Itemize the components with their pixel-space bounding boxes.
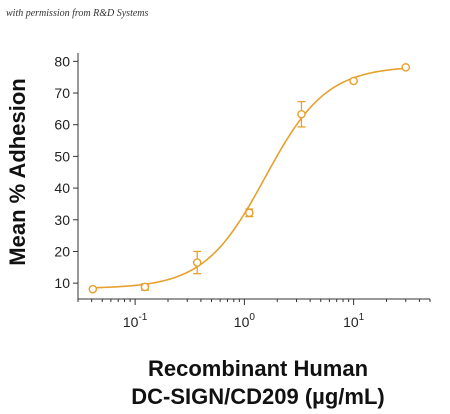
point-marker — [401, 63, 411, 72]
x-tick-label: 101 — [343, 312, 365, 330]
y-tick-label: 80 — [54, 53, 70, 69]
y-tick-label: 10 — [54, 275, 70, 291]
data-points-group — [88, 63, 411, 294]
y-axis-title: Mean % Adhesion — [5, 78, 30, 265]
point-marker — [245, 208, 254, 218]
data-point — [88, 284, 98, 294]
y-tick-label: 60 — [54, 117, 70, 133]
axes — [73, 53, 431, 305]
x-tick-label: 10-1 — [123, 312, 148, 330]
x-tick-label: 100 — [234, 312, 256, 330]
y-tick-label: 20 — [54, 243, 70, 259]
tick-labels-group: 10 20 30 40 50 60 70 80 10-1 100 101 — [54, 53, 364, 330]
fit-curve-group — [92, 67, 406, 289]
y-tick-label: 40 — [54, 180, 70, 196]
data-point — [297, 100, 306, 128]
y-tick-label: 30 — [54, 212, 70, 228]
y-tick-label: 70 — [54, 85, 70, 101]
data-point — [140, 282, 150, 292]
data-point — [349, 76, 358, 86]
point-marker — [349, 76, 358, 86]
data-point — [192, 250, 202, 275]
x-axis-title-line1: Recombinant Human — [148, 356, 368, 381]
point-marker — [88, 284, 98, 294]
x-axis-title-line2: DC-SIGN/CD209 (µg/mL) — [131, 384, 384, 409]
point-marker — [297, 109, 306, 119]
fit-curve — [92, 67, 406, 289]
point-marker — [140, 282, 150, 292]
data-point — [245, 208, 254, 218]
y-tick-label: 50 — [54, 148, 70, 164]
credit-text: with permission from R&D Systems — [6, 8, 149, 19]
data-point — [401, 63, 411, 72]
point-marker — [192, 258, 202, 267]
